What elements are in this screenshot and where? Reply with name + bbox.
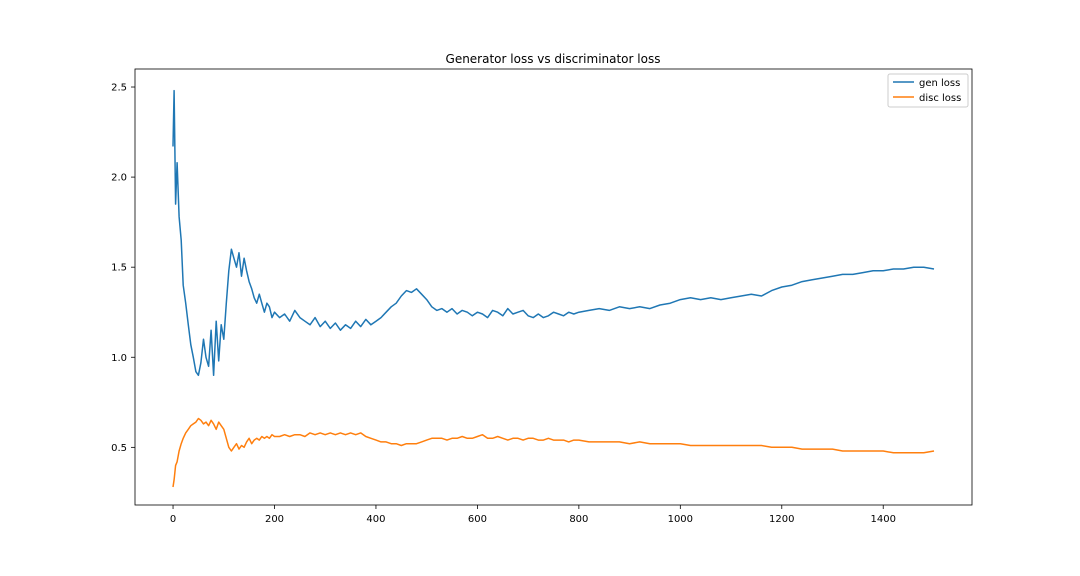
legend-label-gen-loss: gen loss bbox=[919, 78, 960, 89]
y-tick-label: 1.0 bbox=[111, 353, 127, 364]
legend: gen loss disc loss bbox=[887, 73, 969, 108]
chart-title: Generator loss vs discriminator loss bbox=[446, 52, 661, 66]
x-tick-label: 1000 bbox=[668, 514, 693, 525]
x-tick-label: 800 bbox=[569, 514, 588, 525]
axes-frame bbox=[134, 68, 973, 506]
series-line-gen-loss bbox=[172, 89, 935, 377]
y-tick-label: 0.5 bbox=[111, 443, 127, 454]
x-tick-label: 1200 bbox=[769, 514, 794, 525]
x-tick-label: 0 bbox=[170, 514, 176, 525]
y-tick-label: 2.5 bbox=[111, 83, 127, 94]
x-tick-label: 1400 bbox=[871, 514, 896, 525]
y-tick-label: 1.5 bbox=[111, 263, 127, 274]
x-tick-label: 600 bbox=[468, 514, 487, 525]
series-line-disc-loss bbox=[172, 417, 935, 488]
x-tick-label: 200 bbox=[265, 514, 284, 525]
plot-area bbox=[172, 89, 935, 488]
x-tick-label: 400 bbox=[366, 514, 385, 525]
y-tick-label: 2.0 bbox=[111, 173, 127, 184]
axes: 0 200 400 600 800 1000 1200 1400 0.5 1.0 1.5 2.0 2.5 bbox=[111, 68, 973, 525]
legend-label-disc-loss: disc loss bbox=[919, 93, 961, 104]
